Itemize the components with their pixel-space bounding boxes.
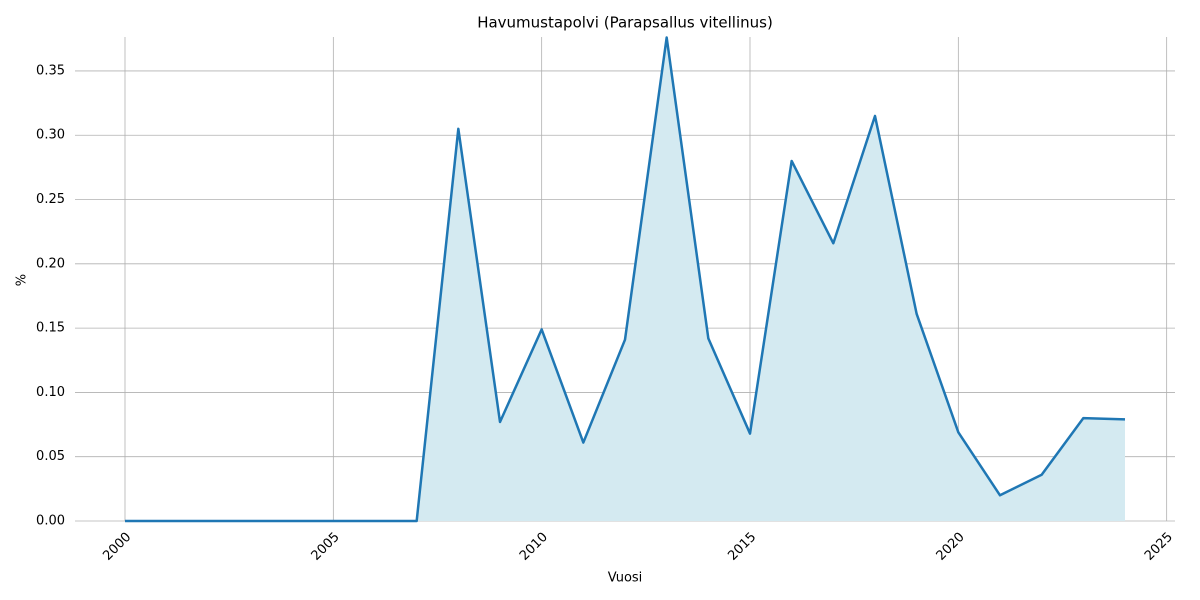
y-tick-label: 0.00	[36, 514, 65, 529]
line	[125, 36, 1126, 523]
chart-title: Havumustapolvi (Parapsallus vitellinus)	[477, 14, 773, 32]
x-tick-label: 2020	[934, 530, 968, 564]
y-tick-label: 0.30	[36, 128, 65, 143]
x-tick-label: 2000	[100, 530, 134, 564]
y-tick-label: 0.25	[36, 192, 65, 207]
y-tick-label: 0.10	[36, 385, 65, 400]
x-tick-label: 2025	[1142, 530, 1176, 564]
x-tick-label: 2010	[517, 530, 551, 564]
y-tick-label: 0.15	[36, 321, 65, 336]
y-tick-label: 0.35	[36, 63, 65, 78]
x-axis-label: Vuosi	[608, 571, 643, 586]
x-tick-label: 2005	[309, 530, 343, 564]
y-tick-label: 0.05	[36, 449, 65, 464]
x-tick-label: 2015	[725, 530, 759, 564]
area	[125, 37, 1125, 522]
y-axis-label: %	[15, 274, 30, 286]
y-tick-label: 0.20	[36, 256, 65, 271]
